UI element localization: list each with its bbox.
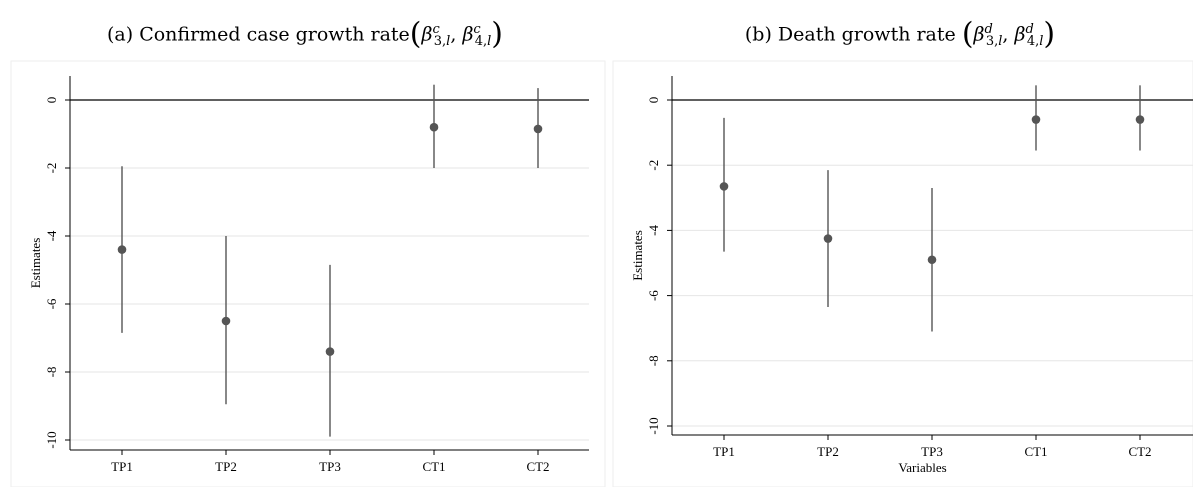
chart-b-ytick-label: -8 bbox=[646, 355, 661, 366]
chart-a-xtick-label: CT2 bbox=[526, 459, 549, 474]
chart-b-title: (b) Death growth rate (βd3,l, βd4,l) bbox=[744, 16, 1056, 52]
chart-b: 0 -2 -4 -6 -8 -10 Estimates TP1 TP2 TP3 CT1 CT2 Vari… bbox=[612, 60, 1193, 487]
chart-a-point bbox=[429, 122, 439, 132]
chart-a-ytick-label: -10 bbox=[44, 431, 59, 448]
chart-a-ytick-label: -8 bbox=[44, 367, 59, 378]
chart-a-point bbox=[221, 316, 231, 326]
chart-b-y-axis-label: Estimates bbox=[630, 230, 645, 281]
chart-b-ytick-label: -2 bbox=[646, 160, 661, 171]
chart-a-frame bbox=[10, 60, 606, 487]
chart-a-ytick-label: -2 bbox=[44, 163, 59, 174]
chart-b-x-axis-label: Variables bbox=[898, 460, 946, 475]
chart-b-ytick-label: -10 bbox=[646, 417, 661, 434]
chart-b-ytick-label: 0 bbox=[646, 97, 661, 104]
chart-b-frame bbox=[612, 60, 1193, 487]
chart-a-point bbox=[533, 124, 543, 134]
chart-b-xtick-label: TP1 bbox=[713, 444, 735, 459]
chart-b-point bbox=[1031, 115, 1041, 124]
chart-b-ytick-label: -6 bbox=[646, 290, 661, 301]
chart-a-y-axis-label: Estimates bbox=[28, 238, 43, 289]
chart-b-point bbox=[1135, 115, 1145, 124]
chart-b-xtick-label: TP3 bbox=[921, 444, 943, 459]
chart-a-ytick-label: 0 bbox=[44, 97, 59, 104]
chart-a-xtick-label: TP3 bbox=[319, 459, 341, 474]
chart-b-point bbox=[719, 182, 729, 191]
chart-a-ytick-label: -6 bbox=[44, 298, 59, 309]
chart-b-point bbox=[927, 255, 937, 265]
chart-b-xtick-label: CT1 bbox=[1024, 444, 1047, 459]
chart-a-point bbox=[117, 245, 127, 254]
chart-a-xtick-label: CT1 bbox=[422, 459, 445, 474]
chart-a-point bbox=[325, 347, 335, 356]
chart-b-ytick-label: -4 bbox=[646, 224, 661, 235]
chart-a-title: (a) Confirmed case growth rate(βc3,l, βc… bbox=[107, 16, 503, 52]
chart-a-ytick-label: -4 bbox=[44, 230, 59, 241]
chart-b-xtick-label: CT2 bbox=[1128, 444, 1151, 459]
chart-a: 0 -2 -4 -6 -8 -10 Estimates TP1 TP2 TP3 CT1 CT2 bbox=[10, 60, 606, 487]
chart-b-xtick-label: TP2 bbox=[817, 444, 839, 459]
chart-b-point bbox=[823, 234, 833, 243]
chart-a-xtick-label: TP1 bbox=[111, 459, 133, 474]
chart-a-xtick-label: TP2 bbox=[215, 459, 237, 474]
